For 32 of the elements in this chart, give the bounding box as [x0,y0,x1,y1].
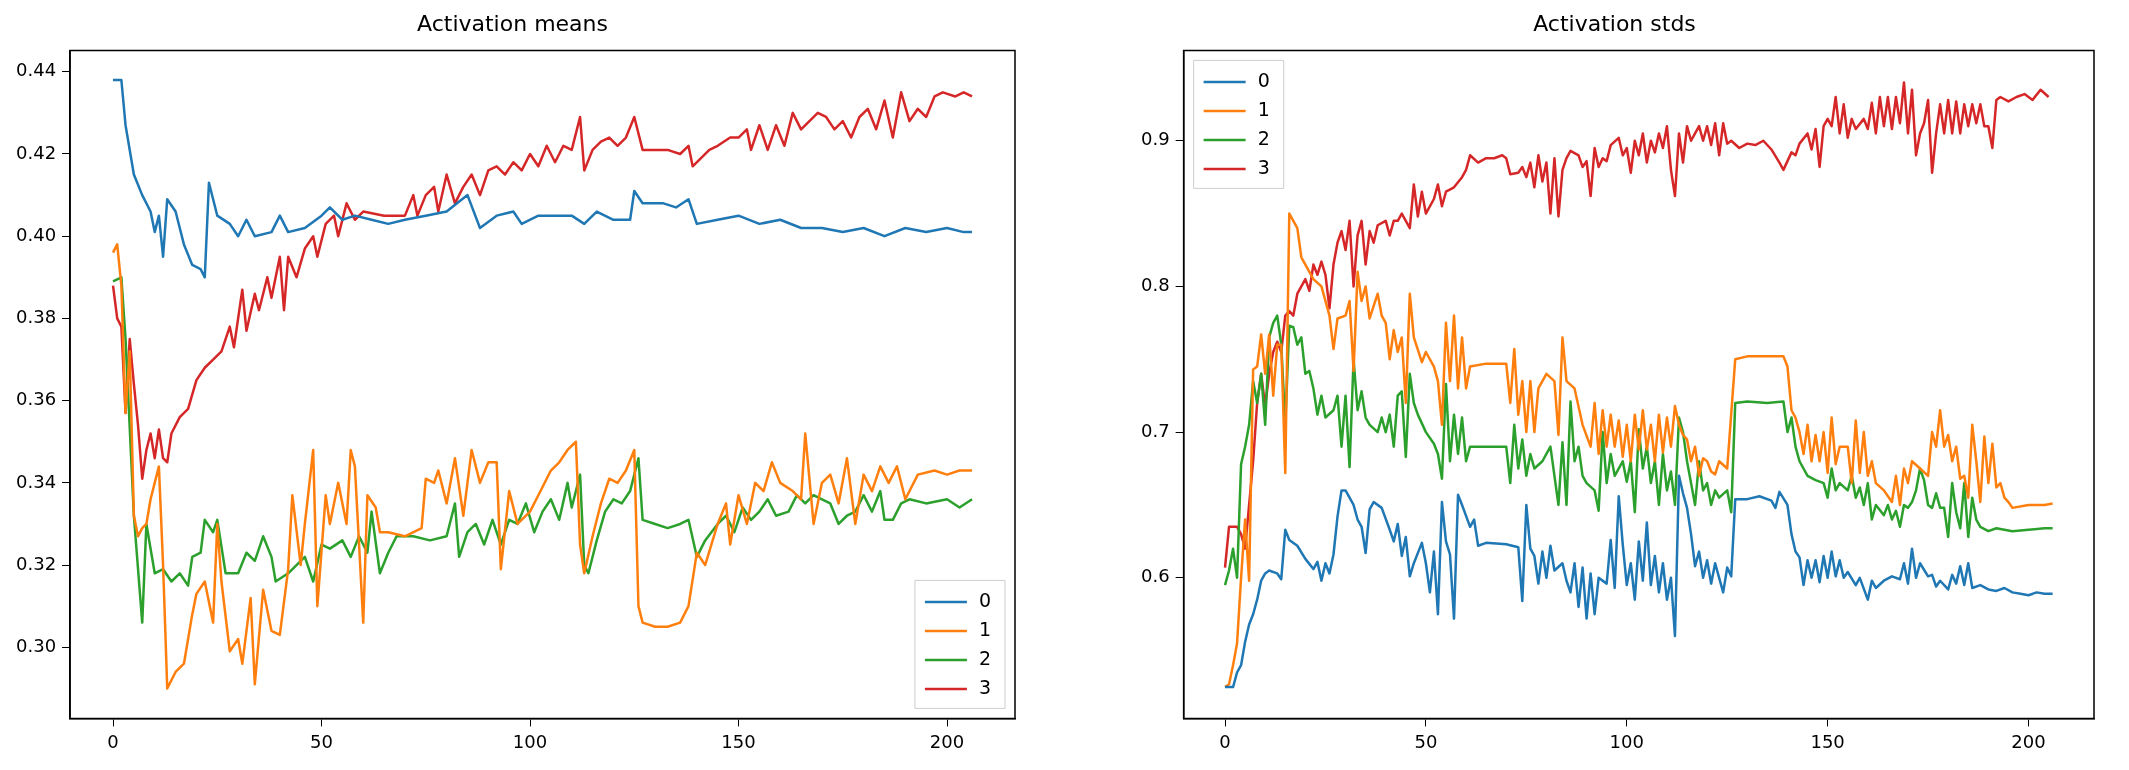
legend-label: 3 [1257,155,1270,178]
legend-label: 2 [978,646,992,669]
y-tick-label: 0.32 [16,552,57,574]
y-tick-label: 0.7 [1140,419,1170,441]
chart-title: Activation stds [1533,10,1696,36]
x-tick-label: 50 [310,730,333,752]
legend-label: 0 [978,588,992,611]
y-tick-label: 0.8 [1140,274,1170,296]
x-tick-label: 100 [1609,730,1644,752]
x-tick-label: 150 [721,730,756,752]
y-tick-label: 0.42 [16,141,57,163]
x-tick-label: 200 [929,730,965,752]
x-tick-label: 200 [2011,730,2046,752]
y-tick-label: 0.36 [16,388,57,410]
x-tick-label: 150 [1810,730,1845,752]
x-tick-label: 100 [512,730,548,752]
y-tick-label: 0.40 [16,223,57,245]
legend-label: 0 [1257,68,1270,91]
x-tick-label: 0 [1219,730,1231,752]
chart-title: Activation means [417,10,608,36]
legend-label: 1 [978,617,992,640]
y-tick-label: 0.44 [16,59,57,81]
y-tick-label: 0.6 [1140,565,1170,587]
legend-label: 1 [1257,97,1270,120]
y-tick-label: 0.38 [16,306,57,328]
y-tick-label: 0.9 [1140,128,1170,150]
legend-label: 3 [978,675,992,698]
x-tick-label: 50 [1414,730,1438,752]
legend-label: 2 [1257,126,1270,149]
x-tick-label: 0 [107,730,119,752]
y-tick-label: 0.30 [16,634,57,656]
y-tick-label: 0.34 [16,470,57,492]
